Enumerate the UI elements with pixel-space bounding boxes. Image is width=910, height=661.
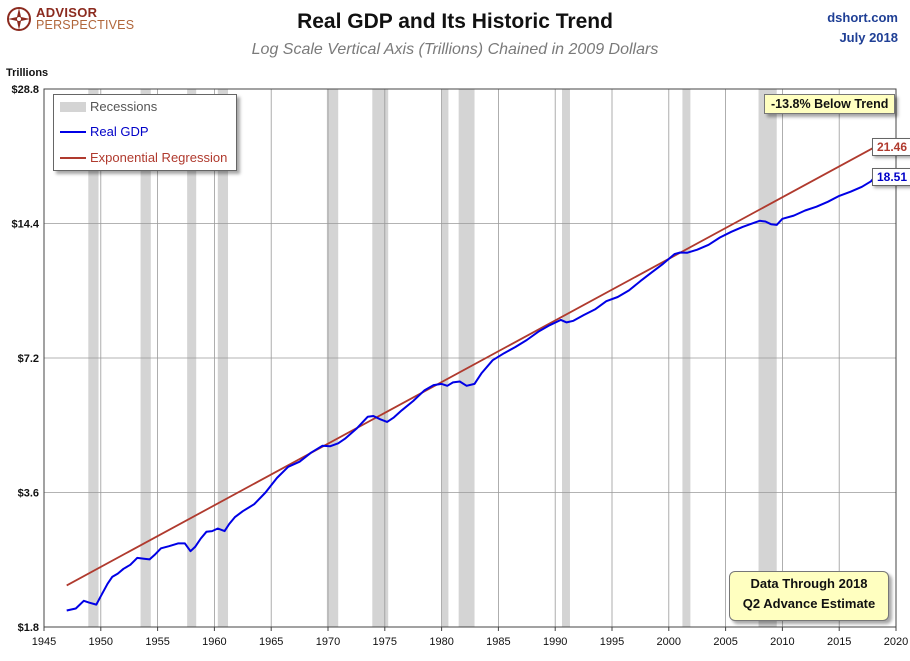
x-tick-label: 2000 bbox=[657, 636, 681, 648]
logo-line1: ADVISOR bbox=[36, 5, 98, 20]
x-tick-label: 2020 bbox=[884, 636, 908, 648]
legend-label-gdp: Real GDP bbox=[90, 124, 149, 139]
legend-item-recessions: Recessions bbox=[60, 99, 157, 114]
x-tick-label: 1970 bbox=[316, 636, 340, 648]
plot-frame bbox=[43, 88, 897, 628]
legend-label-recessions: Recessions bbox=[90, 99, 158, 114]
x-tick-label: 1950 bbox=[89, 636, 113, 648]
data-through-line1: Data Through 2018 bbox=[750, 576, 868, 591]
trend-line bbox=[66, 145, 878, 587]
axis-labels: 1945 1950 1955 1960 1965 1970 1975 1980 1985 1990… bbox=[11, 84, 908, 648]
y-tick-label: $14.4 bbox=[11, 219, 39, 231]
y-tick-label: $7.2 bbox=[18, 353, 39, 365]
recession-swatch bbox=[60, 101, 86, 112]
compass-icon bbox=[7, 7, 31, 31]
logo-line2: PERSPECTIVES bbox=[36, 18, 135, 32]
chart-title: Real GDP and Its Historic Trend bbox=[297, 10, 613, 33]
x-tick-label: 1965 bbox=[259, 636, 283, 648]
x-tick-label: 1985 bbox=[486, 636, 510, 648]
x-tick-label: 2010 bbox=[770, 636, 794, 648]
y-axis-unit-label: Trillions bbox=[6, 67, 49, 79]
y-tick-label: $1.8 bbox=[18, 622, 39, 634]
data-through-line2: Q2 Advance Estimate bbox=[742, 596, 876, 611]
x-tick-label: 1980 bbox=[429, 636, 453, 648]
legend-item-gdp: Real GDP bbox=[60, 124, 149, 139]
source-date: July 2018 bbox=[839, 30, 898, 45]
source-name: dshort.com bbox=[827, 10, 898, 25]
y-tick-label: $28.8 bbox=[11, 84, 39, 96]
x-tick-label: 1960 bbox=[202, 636, 226, 648]
data-through-note: Data Through 2018 Q2 Advance Estimate bbox=[729, 571, 889, 621]
x-tick-label: 1945 bbox=[32, 636, 56, 648]
below-trend-note: -13.8% Below Trend bbox=[764, 94, 896, 114]
advisor-perspectives-logo: ADVISOR PERSPECTIVES bbox=[6, 6, 134, 32]
grid-lines bbox=[44, 89, 896, 627]
gdp-end-label: 18.51 bbox=[872, 168, 910, 186]
x-tick-label: 1995 bbox=[600, 636, 624, 648]
legend-label-trend: Exponential Regression bbox=[90, 150, 228, 165]
legend: Recessions Real GDP Exponential Regressi… bbox=[53, 94, 237, 171]
x-tick-label: 2015 bbox=[827, 636, 851, 648]
x-tick-label: 1990 bbox=[543, 636, 567, 648]
series-lines bbox=[66, 145, 878, 612]
chart-subtitle: Log Scale Vertical Axis (Trillions) Chai… bbox=[251, 41, 659, 58]
x-tick-label: 1975 bbox=[373, 636, 397, 648]
trend-end-label: 21.46 bbox=[872, 138, 910, 156]
source-block: dshort.com July 2018 bbox=[827, 8, 898, 48]
y-tick-label: $3.6 bbox=[18, 488, 39, 500]
x-tick-label: 1955 bbox=[145, 636, 169, 648]
legend-item-trend: Exponential Regression bbox=[60, 150, 227, 165]
gdp-line bbox=[66, 174, 878, 612]
trend-swatch bbox=[60, 156, 86, 159]
x-tick-label: 2005 bbox=[713, 636, 737, 648]
gdp-swatch bbox=[60, 130, 86, 133]
